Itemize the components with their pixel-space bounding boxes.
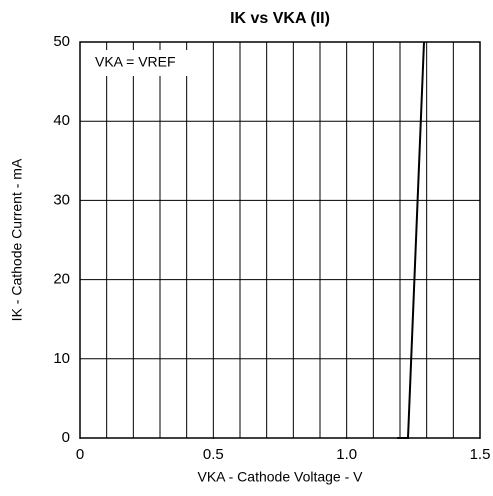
y-tick-label: 40: [53, 112, 70, 129]
y-tick-label: 30: [53, 191, 70, 208]
x-tick-label: 1.0: [336, 446, 357, 463]
x-axis-label: VKA - Cathode Voltage - V: [198, 469, 364, 485]
annotation-box: [88, 50, 192, 76]
y-tick-label: 0: [62, 429, 70, 446]
y-axis-label: IK - Cathode Current - mA: [9, 158, 25, 321]
y-tick-label: 20: [53, 271, 70, 288]
data-line: [397, 41, 425, 439]
y-tick-label: 10: [53, 350, 70, 367]
x-tick-label: 0.5: [203, 446, 224, 463]
x-tick-label: 0: [76, 446, 84, 463]
chart-title: IK vs VKA (II): [230, 10, 330, 27]
y-tick-label: 50: [53, 33, 70, 50]
annotation: VKA = VREF: [95, 54, 176, 70]
plot-frame: [79, 41, 481, 439]
x-tick-label: 1.5: [470, 446, 491, 463]
